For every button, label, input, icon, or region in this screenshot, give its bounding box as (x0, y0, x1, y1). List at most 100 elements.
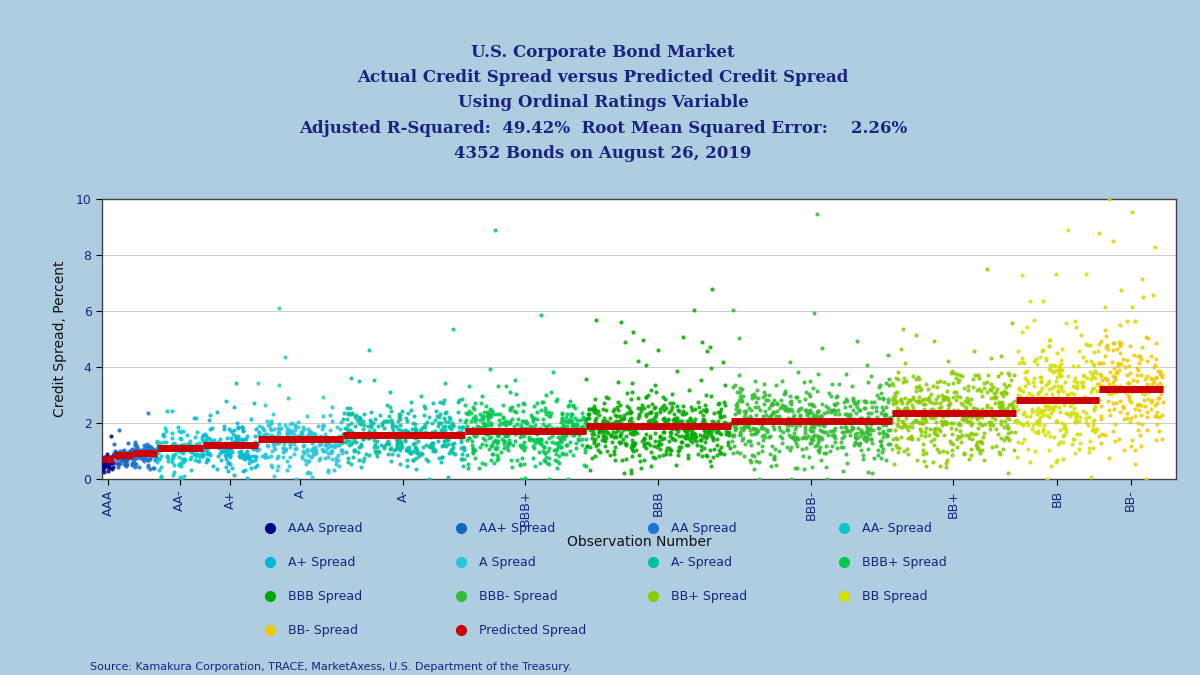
Point (1014, 433, 1033, 444)
Point (223, 429, 242, 439)
Point (422, 438, 442, 449)
Point (1032, 404, 1051, 415)
Point (838, 458, 857, 468)
Point (756, 409, 775, 420)
Point (587, 412, 606, 423)
Point (576, 461, 595, 472)
Point (1070, 438, 1090, 449)
Point (947, 433, 966, 444)
Point (584, 401, 604, 412)
Point (812, 433, 832, 444)
Point (749, 393, 768, 404)
Point (810, 419, 829, 430)
Point (319, 437, 338, 448)
Point (1084, 347, 1103, 358)
Point (523, 440, 542, 451)
Point (540, 443, 559, 454)
Point (496, 415, 515, 426)
Point (125, 436, 144, 447)
Point (1013, 269, 1032, 280)
Point (630, 450, 649, 460)
Point (211, 448, 230, 458)
Point (607, 410, 626, 421)
Point (1090, 357, 1109, 368)
Point (613, 418, 632, 429)
Point (857, 426, 876, 437)
Point (1081, 387, 1100, 398)
Point (742, 450, 761, 460)
Point (443, 420, 462, 431)
Point (660, 430, 679, 441)
Point (781, 403, 800, 414)
Point (302, 428, 322, 439)
Point (414, 422, 433, 433)
Point (454, 422, 473, 433)
Point (1128, 417, 1147, 428)
Point (511, 458, 530, 469)
Point (539, 458, 558, 469)
Point (996, 382, 1015, 393)
Point (164, 460, 184, 470)
Point (458, 462, 478, 473)
Point (810, 445, 829, 456)
Point (604, 449, 623, 460)
Point (1079, 420, 1098, 431)
Point (364, 418, 383, 429)
Point (1001, 399, 1020, 410)
Point (401, 397, 420, 408)
Point (562, 428, 581, 439)
Point (682, 431, 701, 441)
Point (481, 404, 500, 414)
Point (1039, 363, 1058, 374)
Point (602, 418, 622, 429)
Point (703, 416, 722, 427)
Text: A+ Spread: A+ Spread (288, 556, 355, 568)
Point (134, 447, 154, 458)
Point (602, 437, 622, 448)
Point (972, 419, 991, 430)
Point (732, 423, 751, 434)
Point (714, 396, 733, 407)
Point (547, 394, 566, 405)
Point (985, 398, 1004, 408)
Point (1052, 344, 1072, 355)
Point (1051, 407, 1070, 418)
Point (665, 414, 684, 425)
Point (553, 412, 572, 423)
Point (162, 406, 181, 416)
Point (299, 430, 318, 441)
Point (440, 421, 460, 431)
Point (767, 411, 786, 422)
Point (1147, 398, 1166, 408)
Point (709, 398, 728, 408)
Point (1039, 340, 1058, 351)
Point (974, 377, 994, 388)
Point (1128, 364, 1147, 375)
Point (955, 395, 974, 406)
Point (547, 443, 566, 454)
Point (257, 428, 276, 439)
Point (604, 421, 623, 431)
Point (1128, 399, 1147, 410)
Point (606, 431, 625, 441)
Point (994, 404, 1013, 414)
Point (845, 431, 864, 442)
Point (934, 430, 953, 441)
Point (539, 419, 558, 430)
Point (934, 416, 953, 427)
Point (782, 431, 802, 442)
Point (1118, 385, 1138, 396)
Point (349, 454, 368, 465)
Point (246, 452, 265, 462)
Point (270, 423, 289, 434)
Point (845, 414, 864, 425)
Point (1032, 375, 1051, 386)
Point (824, 398, 844, 409)
Point (221, 450, 240, 460)
Point (720, 420, 739, 431)
Point (1048, 348, 1067, 358)
Point (480, 364, 499, 375)
Point (169, 452, 188, 462)
Point (550, 436, 569, 447)
Point (374, 440, 394, 451)
